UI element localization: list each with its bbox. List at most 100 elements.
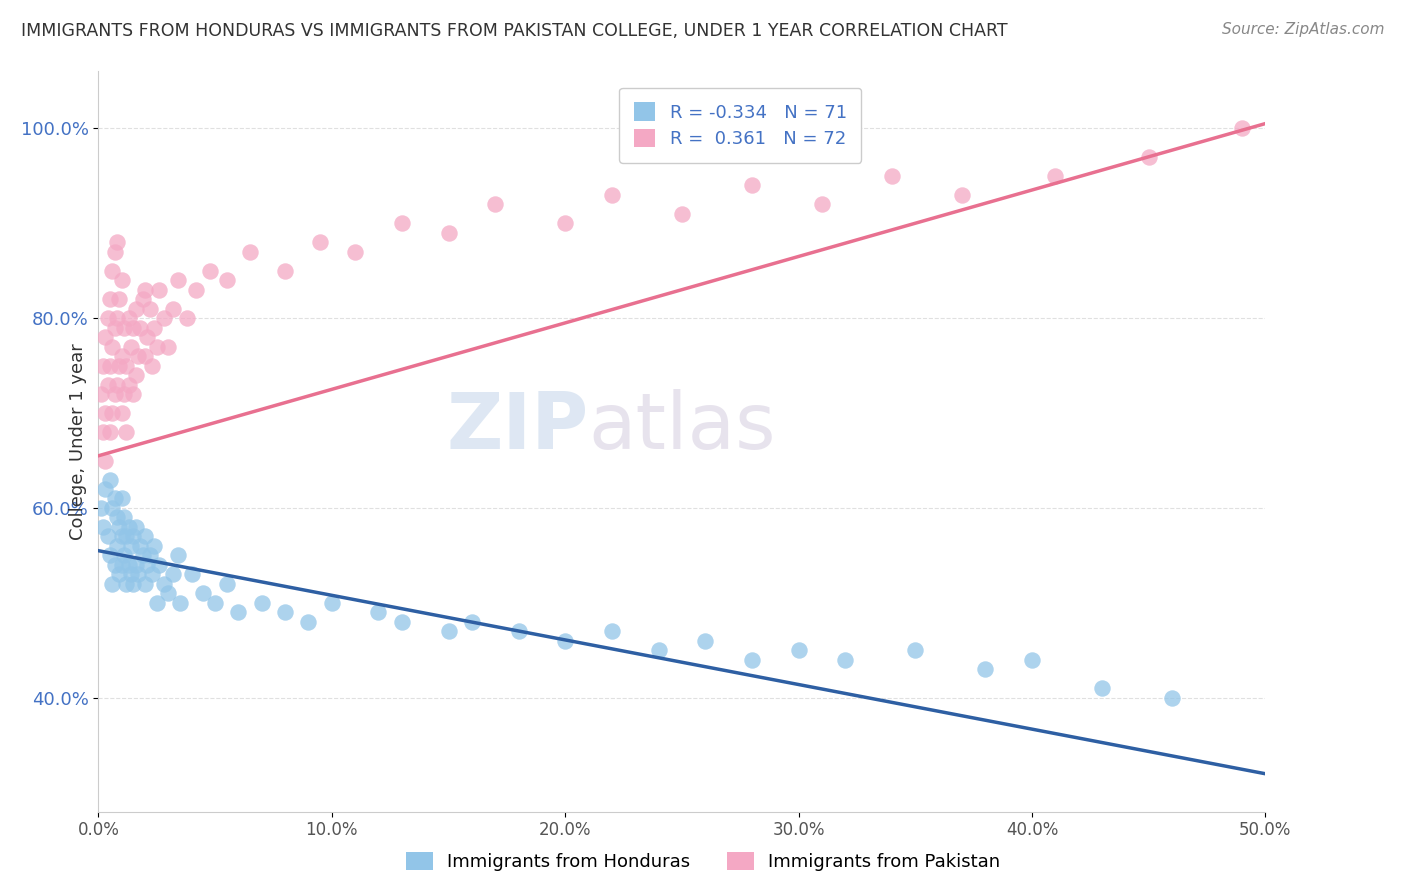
Point — [974, 662, 997, 676]
Point — [141, 567, 163, 582]
Point — [94, 453, 117, 467]
Point — [554, 216, 576, 230]
Point — [111, 273, 134, 287]
Point — [671, 207, 693, 221]
Point — [157, 340, 180, 354]
Point — [105, 377, 128, 392]
Point — [120, 567, 142, 582]
Point — [90, 500, 112, 515]
Point — [834, 653, 856, 667]
Point — [193, 586, 215, 600]
Point — [139, 549, 162, 563]
Point — [274, 263, 297, 277]
Point — [600, 187, 623, 202]
Point — [215, 577, 238, 591]
Point — [122, 320, 145, 334]
Point — [136, 330, 159, 344]
Point — [91, 359, 114, 373]
Point — [111, 558, 134, 572]
Point — [228, 606, 250, 620]
Point — [125, 301, 148, 316]
Point — [118, 520, 141, 534]
Point — [91, 425, 114, 439]
Point — [97, 377, 120, 392]
Point — [104, 244, 127, 259]
Text: IMMIGRANTS FROM HONDURAS VS IMMIGRANTS FROM PAKISTAN COLLEGE, UNDER 1 YEAR CORRE: IMMIGRANTS FROM HONDURAS VS IMMIGRANTS F… — [21, 22, 1008, 40]
Point — [600, 624, 623, 639]
Point — [437, 226, 460, 240]
Point — [104, 491, 127, 506]
Point — [1045, 169, 1067, 183]
Point — [94, 330, 117, 344]
Point — [250, 596, 273, 610]
Text: Source: ZipAtlas.com: Source: ZipAtlas.com — [1222, 22, 1385, 37]
Point — [108, 567, 131, 582]
Point — [484, 197, 506, 211]
Point — [200, 263, 222, 277]
Point — [239, 244, 262, 259]
Point — [787, 643, 810, 657]
Point — [950, 187, 973, 202]
Point — [104, 320, 127, 334]
Point — [146, 340, 169, 354]
Point — [98, 425, 121, 439]
Point — [134, 529, 156, 543]
Point — [1021, 653, 1043, 667]
Point — [152, 577, 174, 591]
Point — [125, 520, 148, 534]
Point — [111, 349, 134, 363]
Point — [97, 311, 120, 326]
Point — [118, 311, 141, 326]
Point — [146, 596, 169, 610]
Point — [98, 549, 121, 563]
Point — [1161, 690, 1184, 705]
Legend: R = -0.334   N = 71, R =  0.361   N = 72: R = -0.334 N = 71, R = 0.361 N = 72 — [619, 87, 862, 162]
Point — [105, 510, 128, 524]
Text: ZIP: ZIP — [446, 389, 589, 465]
Point — [297, 615, 319, 629]
Point — [162, 567, 184, 582]
Point — [127, 567, 149, 582]
Point — [101, 577, 124, 591]
Point — [132, 549, 155, 563]
Point — [508, 624, 530, 639]
Point — [136, 558, 159, 572]
Point — [112, 387, 135, 401]
Point — [309, 235, 332, 250]
Point — [880, 169, 903, 183]
Point — [1230, 121, 1253, 136]
Legend: Immigrants from Honduras, Immigrants from Pakistan: Immigrants from Honduras, Immigrants fro… — [398, 845, 1008, 879]
Point — [98, 473, 121, 487]
Point — [105, 235, 128, 250]
Point — [112, 510, 135, 524]
Point — [141, 359, 163, 373]
Point — [115, 425, 138, 439]
Point — [647, 643, 669, 657]
Point — [134, 577, 156, 591]
Text: atlas: atlas — [589, 389, 776, 465]
Point — [274, 606, 297, 620]
Point — [741, 653, 763, 667]
Point — [162, 301, 184, 316]
Point — [91, 520, 114, 534]
Point — [344, 244, 367, 259]
Point — [554, 633, 576, 648]
Point — [120, 340, 142, 354]
Point — [695, 633, 717, 648]
Point — [104, 387, 127, 401]
Point — [122, 529, 145, 543]
Point — [367, 606, 389, 620]
Point — [122, 387, 145, 401]
Point — [169, 596, 191, 610]
Point — [108, 359, 131, 373]
Point — [143, 320, 166, 334]
Point — [134, 349, 156, 363]
Point — [186, 283, 208, 297]
Point — [180, 567, 202, 582]
Point — [104, 558, 127, 572]
Point — [111, 406, 134, 420]
Point — [148, 283, 170, 297]
Point — [148, 558, 170, 572]
Point — [176, 311, 198, 326]
Point — [122, 577, 145, 591]
